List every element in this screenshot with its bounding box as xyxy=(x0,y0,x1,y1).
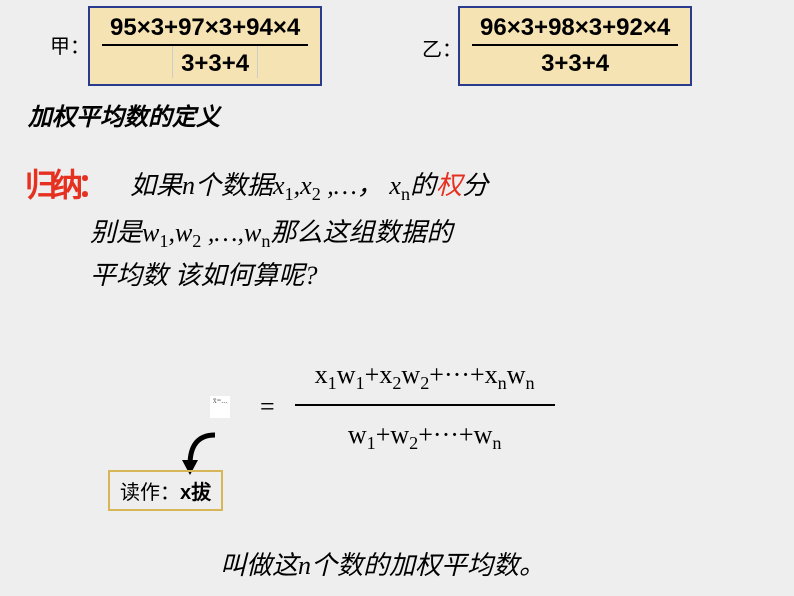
l1-post: 的 xyxy=(410,171,436,200)
big-denominator: w1+w2+···+wn xyxy=(328,406,522,454)
jia-denominator: 3+3+4 xyxy=(172,46,258,78)
l2-pre: 别是w xyxy=(90,218,159,247)
bottom-text: 叫做这n个数的加权平均数。 xyxy=(220,545,545,582)
sub-1a: 1 xyxy=(285,184,294,204)
dwn: w xyxy=(474,420,493,449)
formula-box-jia: 95×3+97×3+94×4 3+3+4 xyxy=(88,6,322,86)
fsn: n xyxy=(498,373,507,393)
l2-mid2: ,…,w xyxy=(201,218,261,247)
xbar-symbol: x̄=... xyxy=(200,392,240,422)
label-yi: 乙： xyxy=(422,33,462,62)
fp1: + xyxy=(365,360,380,389)
fd: ··· xyxy=(444,360,470,389)
fx1: x xyxy=(315,360,328,389)
definition-heading: 加权平均数的定义 xyxy=(28,97,220,132)
sub-2b: 2 xyxy=(192,231,201,251)
quan-red: 权 xyxy=(436,171,462,200)
dws1: 1 xyxy=(367,433,376,453)
fws1: 1 xyxy=(356,373,365,393)
body-line-2: 别是w1,w2 ,…,wn那么这组数据的 xyxy=(90,212,452,256)
fs1: 1 xyxy=(328,373,337,393)
dw1: w xyxy=(348,420,367,449)
label-jia: 甲： xyxy=(50,30,90,59)
guina-label: 归纳： xyxy=(25,160,103,206)
read-label: 读作： xyxy=(120,482,180,504)
l1-mid2: ,…， x xyxy=(321,171,401,200)
dd: ··· xyxy=(433,420,459,449)
weighted-mean-formula: x̄=... = x1w1+x2w2+···+xnwn w1+w2+···+wn xyxy=(200,360,555,454)
jia-numerator: 95×3+97×3+94×4 xyxy=(102,14,308,46)
body-line-3: 平均数 该如何算呢? xyxy=(90,255,318,297)
fp3: + xyxy=(470,360,485,389)
yi-numerator: 96×3+98×3+92×4 xyxy=(472,14,678,46)
formula-box-yi: 96×3+98×3+92×4 3+3+4 xyxy=(458,6,692,86)
sub-na: n xyxy=(401,184,410,204)
l1-end: 分 xyxy=(462,171,488,200)
big-numerator: x1w1+x2w2+···+xnwn xyxy=(295,360,555,406)
dws2: 2 xyxy=(409,433,418,453)
sub-2a: 2 xyxy=(312,184,321,204)
l2-post: 那么这组数据的 xyxy=(270,218,452,247)
body-line-1: 如果n个数据x1,x2 ,…， xn的权分 xyxy=(130,165,488,209)
fw1: w xyxy=(337,360,356,389)
fwsn: n xyxy=(525,373,534,393)
l2-mid: ,w xyxy=(168,218,192,247)
equals-sign: = xyxy=(260,392,275,422)
dp3: + xyxy=(459,420,474,449)
fx2: x xyxy=(379,360,392,389)
l1-mid: ,x xyxy=(294,171,312,200)
fxn: x xyxy=(485,360,498,389)
read-bold: x拔 xyxy=(180,482,211,504)
fwn: w xyxy=(507,360,526,389)
fp2: + xyxy=(429,360,444,389)
xbar-small-icon: x̄=... xyxy=(210,396,230,418)
dwsn: n xyxy=(492,433,501,453)
fws2: 2 xyxy=(420,373,429,393)
fw2: w xyxy=(401,360,420,389)
read-as-box: 读作：x拔 xyxy=(108,470,223,511)
dw2: w xyxy=(390,420,409,449)
dp2: + xyxy=(418,420,433,449)
yi-denominator: 3+3+4 xyxy=(533,46,617,78)
big-fraction: x1w1+x2w2+···+xnwn w1+w2+···+wn xyxy=(295,360,555,454)
l1-pre: 如果n个数据x xyxy=(130,171,285,200)
fraction-jia: 95×3+97×3+94×4 3+3+4 xyxy=(102,14,308,78)
fraction-yi: 96×3+98×3+92×4 3+3+4 xyxy=(472,14,678,78)
dp1: + xyxy=(376,420,391,449)
